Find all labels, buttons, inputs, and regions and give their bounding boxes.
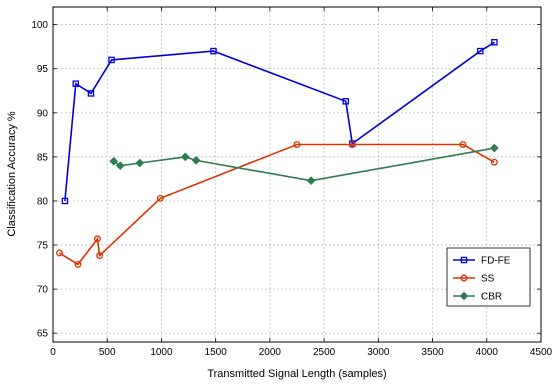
x-tick-label: 4500 bbox=[530, 347, 553, 358]
y-tick-label: 90 bbox=[37, 108, 49, 119]
legend-label: FD-FE bbox=[481, 256, 511, 267]
plot-area bbox=[52, 6, 542, 343]
series-line bbox=[113, 147, 495, 182]
data-point bbox=[348, 141, 356, 148]
data-point bbox=[477, 47, 484, 55]
axis-ticks: 0 500 1000 1500 2000 2500 3000 3500 4000 4500 65 70… bbox=[31, 7, 553, 358]
data-point bbox=[96, 252, 104, 260]
data-point bbox=[490, 143, 499, 153]
series bbox=[56, 39, 499, 268]
y-tick-label: 70 bbox=[37, 285, 49, 296]
data-point bbox=[210, 47, 217, 55]
y-tick-label: 80 bbox=[37, 196, 49, 207]
data-point bbox=[306, 176, 316, 185]
x-tick-label: 4000 bbox=[476, 347, 499, 358]
data-point bbox=[109, 156, 119, 166]
series-cbr bbox=[109, 143, 499, 185]
data-point bbox=[56, 249, 63, 257]
legend-entry: CBR bbox=[453, 292, 502, 303]
series-line bbox=[64, 41, 495, 201]
series-line bbox=[59, 143, 495, 266]
data-point bbox=[115, 161, 125, 171]
data-point bbox=[94, 235, 101, 243]
legend-entry: FD-FE bbox=[453, 256, 511, 267]
y-tick-label: 95 bbox=[37, 64, 49, 75]
y-axis-label: Classification Accuracy % bbox=[6, 111, 18, 237]
data-point bbox=[490, 158, 498, 166]
data-point bbox=[135, 158, 145, 168]
x-tick-label: 2500 bbox=[313, 347, 336, 358]
data-point bbox=[108, 56, 115, 64]
x-tick-label: 1000 bbox=[150, 347, 173, 358]
series-ss bbox=[56, 141, 498, 268]
data-point bbox=[180, 152, 190, 162]
grid bbox=[53, 7, 541, 342]
x-tick-label: 0 bbox=[50, 347, 56, 358]
data-point bbox=[87, 90, 95, 97]
x-tick-label: 1500 bbox=[205, 347, 228, 358]
data-point bbox=[293, 141, 301, 148]
data-point bbox=[459, 141, 467, 148]
y-tick-label: 100 bbox=[31, 20, 48, 31]
y-tick-label: 75 bbox=[37, 241, 49, 252]
data-point bbox=[74, 260, 82, 268]
y-tick-label: 65 bbox=[37, 329, 49, 340]
data-point bbox=[342, 98, 350, 105]
x-tick-label: 3000 bbox=[367, 347, 390, 358]
legend-entry: SS bbox=[453, 274, 495, 285]
data-point bbox=[156, 194, 164, 202]
data-point bbox=[491, 39, 498, 46]
legend-label: SS bbox=[481, 274, 495, 285]
legend-marker bbox=[459, 291, 469, 301]
data-point bbox=[191, 156, 201, 165]
y-tick-label: 85 bbox=[37, 152, 49, 163]
x-tick-label: 3500 bbox=[421, 347, 444, 358]
legend: FD-FE SS CBR bbox=[446, 247, 531, 307]
legend-label: CBR bbox=[481, 292, 502, 303]
legend-marker bbox=[460, 274, 468, 282]
x-axis-label: Transmitted Signal Length (samples) bbox=[207, 368, 386, 380]
legend-marker bbox=[460, 256, 468, 264]
x-tick-label: 500 bbox=[99, 347, 116, 358]
data-point bbox=[61, 197, 69, 205]
x-tick-label: 2000 bbox=[259, 347, 282, 358]
data-point bbox=[72, 80, 80, 87]
series-fd-fe bbox=[61, 39, 498, 205]
